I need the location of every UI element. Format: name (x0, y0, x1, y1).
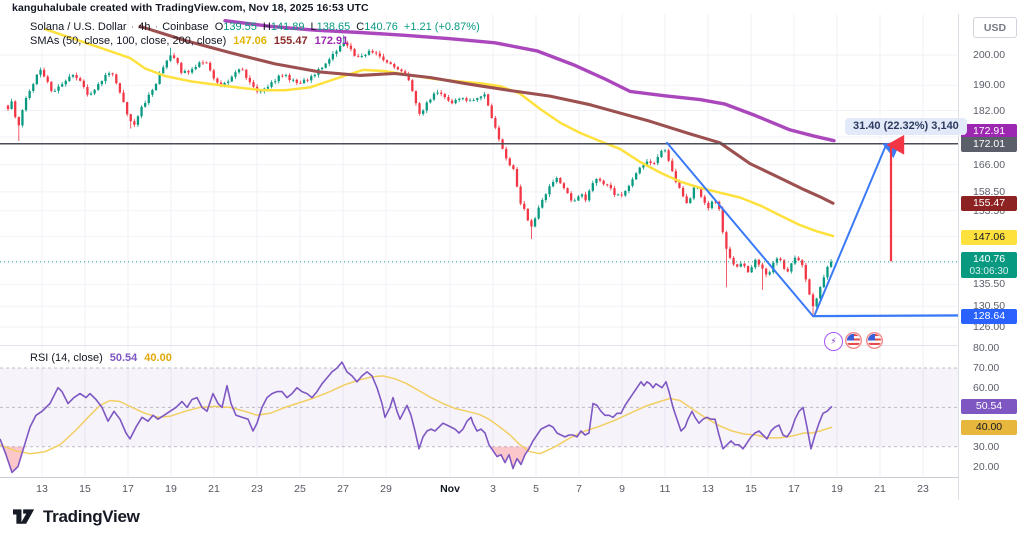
rsi-value: 50.54 (109, 352, 138, 364)
time-label: 11 (659, 483, 671, 495)
time-label: 17 (122, 483, 134, 495)
axis-label: 20.00 (973, 460, 1000, 473)
ohlc-prefix: H (262, 21, 271, 33)
ohlc-prefix: L (310, 21, 317, 33)
legend-separator: · (130, 21, 135, 33)
ohlc-values: O139.55 H141.89 L138.65 C140.76 (209, 21, 398, 33)
time-label: 3 (490, 483, 496, 495)
time-label: 19 (165, 483, 177, 495)
ohlc-prefix: O (214, 21, 224, 33)
time-label: 5 (533, 483, 539, 495)
rsi-values: 50.54 40.00 (103, 352, 172, 364)
time-label: 23 (917, 483, 929, 495)
time-label: 7 (576, 483, 582, 495)
time-label: 23 (251, 483, 263, 495)
time-label: Nov (440, 483, 460, 495)
time-label: 25 (294, 483, 306, 495)
symbol-exchange: Coinbase (162, 21, 209, 33)
price-badge: 128.64 (961, 309, 1017, 324)
price-badge: 40.00 (961, 420, 1017, 436)
tradingview-wordmark: TradingView (43, 507, 140, 526)
flag-emoji-icon (844, 331, 863, 350)
time-label: 15 (745, 483, 757, 495)
axis-label: 70.00 (973, 362, 1000, 374)
price-badge: 155.47 (961, 196, 1017, 211)
time-label: 13 (702, 483, 714, 495)
time-label: 21 (208, 483, 220, 495)
time-label: 19 (831, 483, 843, 495)
sma-value: 172.91 (314, 35, 349, 47)
time-axis[interactable]: 131517192123252729Nov3579111315171921232… (0, 478, 972, 500)
countdown-timer: 03:06:30 (969, 266, 1009, 277)
ohlc-value: 141.89 (270, 21, 305, 33)
time-label: 27 (337, 483, 349, 495)
measure-label[interactable]: 31.40 (22.32%) 3,140 (845, 118, 967, 135)
rsi-legend-label: RSI (14, close) (30, 352, 103, 364)
time-label: 21 (874, 483, 886, 495)
symbol-interval: 4h (138, 21, 151, 33)
sma-values: 147.06 155.47 172.91 (226, 35, 348, 47)
flag-emoji[interactable] (844, 331, 863, 350)
axis-label: 30.00 (973, 440, 1000, 453)
ohlc-value: 139.55 (223, 21, 257, 33)
time-label: 15 (79, 483, 91, 495)
axis-label: 166.00 (973, 158, 1006, 171)
zap-emoji[interactable]: ⚡ (824, 332, 843, 351)
price-axis[interactable]: USD 200.00190.00182.00166.00158.50153.50… (958, 14, 1024, 500)
axis-label: 158.50 (973, 185, 1006, 198)
price-badge: 172.91 (961, 124, 1017, 139)
price-change: +1.21 (+0.87%) (403, 21, 480, 33)
tradingview-logo-icon (13, 509, 35, 524)
time-label: 13 (36, 483, 48, 495)
axis-label: 60.00 (973, 381, 1000, 394)
time-label: 29 (380, 483, 392, 495)
axis-label: 182.00 (973, 104, 1006, 117)
time-label: 17 (788, 483, 800, 495)
symbol-legend[interactable]: Solana / U.S. Dollar · 4h · Coinbase O139.55 H… (30, 21, 480, 33)
axis-label: 135.50 (973, 278, 1006, 291)
rsi-legend[interactable]: RSI (14, close) 50.54 40.00 (30, 352, 172, 364)
ohlc-prefix: C (356, 21, 365, 33)
axis-label: 126.00 (973, 321, 1006, 333)
axis-label: 190.00 (973, 79, 1006, 92)
axis-label: 80.00 (973, 342, 1000, 355)
legend-separator: · (154, 21, 159, 33)
price-badge: 140.76 03:06:30 (961, 252, 1017, 278)
flag-emoji-icon (865, 331, 884, 350)
symbol-title: Solana / U.S. Dollar (30, 21, 127, 33)
sma-value: 155.47 (273, 35, 308, 47)
time-label: 9 (619, 483, 625, 495)
currency-button[interactable]: USD (973, 17, 1017, 38)
ohlc-value: 138.65 (316, 21, 351, 33)
axis-label: 200.00 (973, 49, 1006, 61)
sma-legend-label: SMAs (50, close, 100, close, 200, close) (30, 35, 227, 47)
price-badge: 172.01 (961, 137, 1017, 152)
rsi-value: 40.00 (144, 352, 172, 364)
price-badge: 147.06 (961, 230, 1017, 245)
tradingview-logo[interactable]: TradingView (12, 506, 140, 528)
price-badge: 50.54 (961, 399, 1017, 415)
flag-emoji[interactable] (865, 331, 884, 350)
sma-legend[interactable]: SMAs (50, close, 100, close, 200, close)… (30, 35, 348, 47)
attribution-text: kanguhalubale created with TradingView.c… (12, 2, 369, 14)
sma-value: 147.06 (233, 35, 267, 47)
ohlc-value: 140.76 (364, 21, 398, 33)
